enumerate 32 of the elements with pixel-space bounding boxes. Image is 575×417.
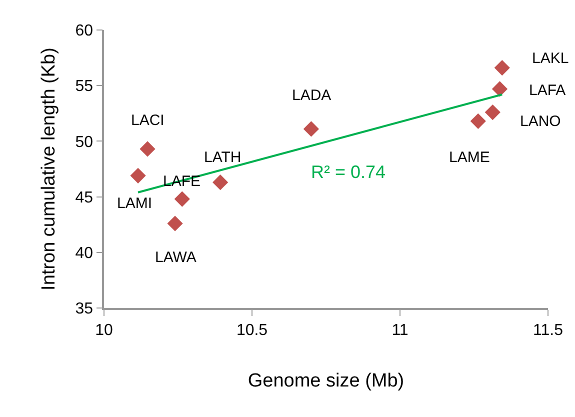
- annotation: LATH: [204, 149, 242, 166]
- annotation: LAME: [449, 149, 490, 166]
- y-tick-label: 50: [75, 134, 94, 151]
- y-tick-label: 60: [75, 22, 94, 40]
- y-tick-label: 40: [75, 245, 94, 262]
- annotation: LAWA: [155, 249, 196, 266]
- point: [174, 191, 190, 207]
- x-tick-label: 10: [95, 322, 113, 339]
- point: [492, 81, 508, 97]
- x-axis-title: Genome size (Mb): [248, 370, 404, 392]
- point: [303, 121, 319, 137]
- annotation: LANO: [520, 113, 561, 130]
- point: [212, 174, 228, 190]
- annotation: LAKL: [532, 50, 569, 67]
- point: [484, 104, 500, 120]
- y-tick-label: 55: [75, 78, 94, 96]
- y-tick-label: 45: [75, 189, 94, 206]
- x-tick-label: 11.5: [533, 322, 564, 339]
- point: [140, 141, 156, 157]
- x-tick-label: 11: [392, 322, 408, 339]
- annotation: LAMI: [117, 195, 152, 212]
- y-axis-title: Intron cumulative length (Kb): [38, 48, 60, 290]
- annotation: R² = 0.74: [311, 162, 386, 182]
- point: [130, 168, 146, 184]
- point: [494, 60, 510, 76]
- annotation: LACI: [131, 112, 164, 129]
- annotation: LADA: [292, 87, 332, 104]
- point: [167, 216, 183, 232]
- point: [470, 113, 486, 129]
- y-tick-label: 35: [75, 300, 94, 318]
- x-tick-label: 10.5: [236, 322, 268, 339]
- annotation: LAFA: [529, 82, 566, 99]
